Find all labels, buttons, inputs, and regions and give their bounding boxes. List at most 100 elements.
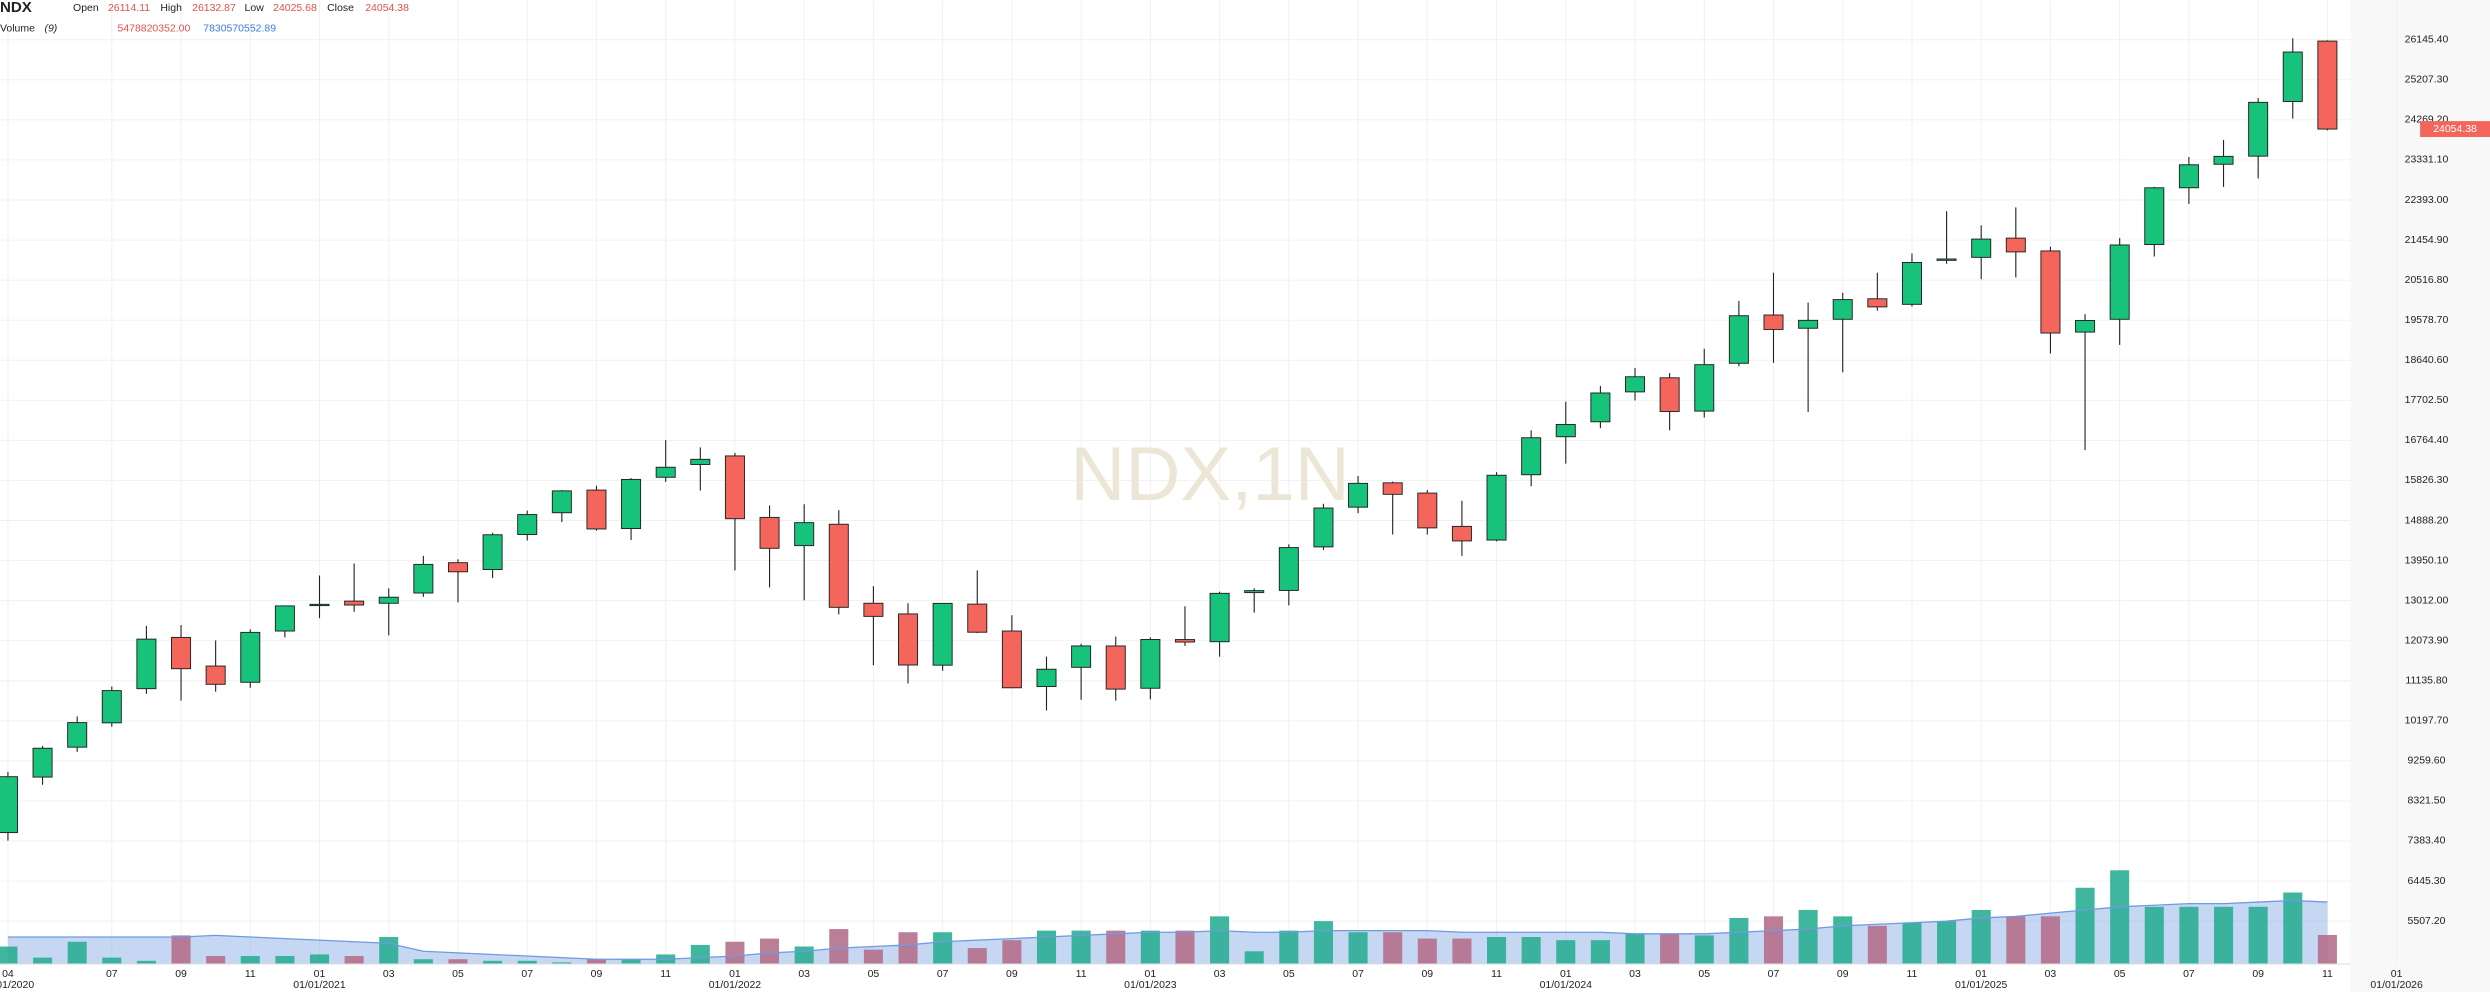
volume-bar	[1590, 940, 1610, 964]
x-tick-label: 07	[1768, 969, 1780, 980]
low-value: 24025.68	[273, 3, 317, 14]
volume-bar	[102, 957, 122, 964]
candle-body	[967, 603, 988, 633]
volume-bar	[2214, 906, 2234, 964]
volume-bar	[517, 960, 537, 964]
volume-bar	[136, 960, 156, 964]
y-tick-label: 21454.90	[2405, 235, 2449, 246]
candle-body	[1140, 638, 1161, 689]
x-date-label: 01/01/2026	[2370, 980, 2423, 991]
price-tag	[2420, 121, 2490, 137]
candle-body	[1590, 392, 1611, 423]
volume-bar	[2317, 934, 2337, 964]
x-tick-label: 09	[591, 969, 603, 980]
x-tick-label: 05	[1698, 969, 1710, 980]
price-tag-label: 24054.38	[2433, 124, 2477, 135]
volume-ma-label: (9)	[44, 23, 57, 34]
x-tick-label: 11	[1907, 969, 1918, 980]
volume-bar	[967, 948, 987, 964]
y-tick-label: 5507.20	[2408, 916, 2446, 927]
candle-body	[2248, 101, 2269, 157]
volume-bar	[1279, 930, 1299, 964]
volume-bar	[240, 956, 260, 964]
x-tick-label: 11	[1076, 969, 1087, 980]
x-tick-label: 11	[660, 969, 671, 980]
header: NDX Open 26114.11 High 26132.87 Low 2402…	[0, 0, 409, 34]
candle-body	[1486, 474, 1507, 541]
volume-bar	[483, 960, 503, 964]
x-date-label: 01/01/2021	[293, 980, 346, 991]
candle-body	[621, 478, 642, 530]
y-tick-label: 22393.00	[2405, 195, 2449, 206]
candle-body	[1728, 315, 1749, 364]
candle-body	[1244, 590, 1265, 594]
y-tick-label: 18640.60	[2405, 355, 2449, 366]
candle-body	[586, 489, 607, 530]
candle-body	[1071, 645, 1092, 668]
x-date-label: 01/01/2024	[1540, 980, 1593, 991]
volume-bar	[309, 954, 330, 964]
symbol: NDX	[0, 0, 32, 16]
volume-bar	[621, 959, 641, 964]
volume-bar	[413, 959, 433, 964]
candle-body	[0, 776, 18, 834]
volume-bar	[1625, 933, 1645, 964]
x-tick-label: 03	[383, 969, 395, 980]
y-tick-label: 17702.50	[2405, 395, 2449, 406]
volume-bar	[1798, 909, 1818, 964]
candle-body	[1971, 238, 1992, 258]
candle-body	[1694, 364, 1715, 412]
candle-body	[101, 690, 122, 724]
y-tick-label: 12073.90	[2405, 635, 2449, 646]
candle-body	[2109, 244, 2130, 320]
x-tick-label: 05	[452, 969, 464, 980]
candle-body	[344, 600, 365, 606]
candle-body	[724, 455, 745, 520]
x-tick-label: 01	[1975, 969, 1987, 980]
candle-body	[2178, 164, 2199, 189]
y-tick-label: 19578.70	[2405, 315, 2449, 326]
volume-bar	[1002, 940, 1022, 964]
volume-bar	[2144, 906, 2164, 964]
axes: 5507.20 6445.30 7383.40 8321.50 9259.60 10197…	[0, 35, 2490, 991]
x-tick-label: 03	[798, 969, 810, 980]
x-tick-label: 05	[1283, 969, 1295, 980]
candle-body	[1867, 298, 1888, 308]
x-tick-label: 11	[245, 969, 256, 980]
x-tick-label: 01	[314, 969, 326, 980]
open-label: Open	[73, 3, 99, 14]
candle-body	[1209, 592, 1230, 643]
x-tick-label: 07	[521, 969, 533, 980]
x-tick-label: 05	[868, 969, 880, 980]
x-tick-label: 07	[1352, 969, 1364, 980]
candle-body	[482, 534, 503, 571]
x-date-label: 01/01/2023	[1124, 980, 1177, 991]
candle-body	[1659, 377, 1680, 412]
volume-bar	[0, 946, 18, 964]
volume-bar	[1487, 936, 1507, 964]
volume-bar	[1383, 932, 1403, 964]
candle-body	[2144, 187, 2165, 246]
y-tick-label: 8321.50	[2408, 796, 2446, 807]
candle-body	[2282, 51, 2303, 102]
candle-body	[1001, 630, 1022, 689]
candle-body	[32, 747, 53, 778]
y-tick-label: 13950.10	[2405, 555, 2449, 566]
volume-bar	[448, 959, 468, 964]
y-tick-label: 11135.80	[2405, 676, 2447, 687]
candle-body	[1555, 423, 1576, 438]
volume-bar	[2040, 916, 2060, 964]
volume-bar	[690, 944, 710, 964]
volume-bar	[344, 956, 364, 964]
y-tick-label: 25207.30	[2405, 75, 2449, 86]
candle-body	[1382, 482, 1403, 495]
open-value: 26114.11	[108, 3, 150, 14]
x-tick-label: 11	[1491, 969, 1502, 980]
candle-body	[1313, 507, 1334, 548]
y-tick-label: 20516.80	[2405, 275, 2449, 286]
volume-bar	[760, 938, 780, 964]
candle-body	[1105, 645, 1126, 690]
volume-bar	[33, 957, 53, 964]
volume-bar	[1175, 930, 1195, 964]
